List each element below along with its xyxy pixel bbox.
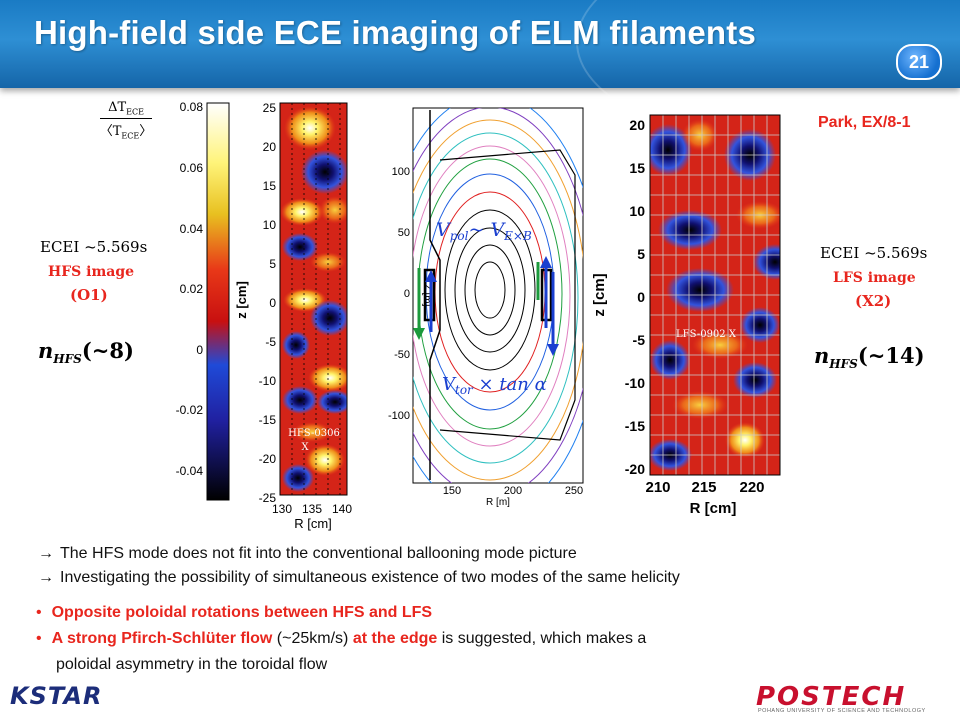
colorbar-label: ΔTECE 〈TECE〉 xyxy=(99,100,153,141)
left-ecei-label: ECEI ~5.569s xyxy=(40,238,148,256)
postech-logo: POSTECH xyxy=(756,682,907,712)
eq-x-ticks: 150 200 250 xyxy=(443,485,583,497)
hfs-y-axis-label: z [cm] xyxy=(234,281,249,319)
flux-surfaces xyxy=(413,108,583,483)
y-tick: -10 xyxy=(259,374,277,388)
left-image-label: HFS image xyxy=(48,264,135,280)
hfs-channel-label: HFS-0306 xyxy=(288,428,340,439)
hfs-heatmap xyxy=(280,103,347,495)
x-tick: 200 xyxy=(504,485,522,497)
hfs-channel-x: X xyxy=(301,442,309,453)
x-tick: 250 xyxy=(565,485,583,497)
eq-y-axis-label: Z [m] xyxy=(421,284,432,307)
colorbar-tick: 0.04 xyxy=(180,222,204,236)
note-1: → The HFS mode does not fit into the conv… xyxy=(38,545,577,562)
page-number-badge: 21 xyxy=(896,44,942,80)
citation: Park, EX/8-1 xyxy=(818,114,911,131)
y-tick: 0 xyxy=(637,289,645,305)
right-ecei-label: ECEI ~5.569s xyxy=(820,244,928,262)
velocity-arrows xyxy=(413,256,559,356)
right-mode-label: (X2) xyxy=(855,292,892,310)
right-image-label: LFS image xyxy=(833,270,916,286)
lfs-y-ticks: 20 15 10 5 0 -5 -10 -15 -20 xyxy=(625,117,645,477)
y-tick: -15 xyxy=(259,413,277,427)
y-tick: 5 xyxy=(637,246,645,262)
kstar-logo: KSTAR xyxy=(10,682,103,710)
y-tick: -100 xyxy=(388,410,410,422)
y-tick: -5 xyxy=(265,335,276,349)
lfs-x-axis-label: R [cm] xyxy=(690,500,737,517)
y-tick: 10 xyxy=(263,218,277,232)
y-tick: 15 xyxy=(629,160,645,176)
colorbar-tick: 0.02 xyxy=(180,282,204,296)
hfs-x-ticks: 130 135 140 xyxy=(272,502,352,516)
x-tick: 215 xyxy=(691,479,716,496)
vtor-annotation: Vtor × tan α xyxy=(442,374,547,397)
lfs-heatmap xyxy=(650,115,780,475)
colorbar-ticks: 0.08 0.06 0.04 0.02 0 -0.02 -0.04 xyxy=(176,100,204,478)
right-n-label: nHFS(~14) xyxy=(814,343,925,372)
y-tick: 20 xyxy=(263,140,277,154)
y-tick: 10 xyxy=(629,203,645,219)
colorbar-tick: 0.08 xyxy=(180,100,204,114)
y-tick: -20 xyxy=(259,452,277,466)
x-tick: 135 xyxy=(302,502,322,516)
y-tick: 50 xyxy=(398,227,410,239)
bullet-2-continuation: poloidal asymmetry in the toroidal flow xyxy=(56,656,328,673)
colorbar-tick: -0.04 xyxy=(176,464,204,478)
y-tick: -10 xyxy=(625,375,645,391)
y-tick: -5 xyxy=(633,332,646,348)
colorbar xyxy=(206,102,230,501)
note-2: → Investigating the possibility of simult… xyxy=(38,569,680,586)
y-tick: 0 xyxy=(269,296,276,310)
hfs-y-ticks: 25 20 15 10 5 0 -5 -10 -15 -20 -25 xyxy=(259,101,277,505)
title-banner: High-field side ECE imaging of ELM filam… xyxy=(0,0,960,144)
colorbar-tick: 0 xyxy=(196,343,203,357)
colorbar-tick: -0.02 xyxy=(176,403,204,417)
postech-subtitle: POHANG UNIVERSITY OF SCIENCE AND TECHNOL… xyxy=(758,708,926,714)
slide-title: High-field side ECE imaging of ELM filam… xyxy=(34,14,757,51)
eq-y-ticks: 100 50 0 -50 -100 xyxy=(388,166,410,422)
hfs-x-axis-label: R [cm] xyxy=(294,516,332,531)
lfs-x-ticks: 210 215 220 xyxy=(645,479,764,496)
vpol-annotation: Vpol~ VE×B xyxy=(436,219,532,243)
y-tick: -25 xyxy=(259,491,277,505)
bullet-2: • A strong Pfirch-Schlüter flow (~25km/s)… xyxy=(36,630,647,647)
y-tick: 100 xyxy=(392,166,410,178)
lfs-channel-label: LFS-0902 X xyxy=(676,329,737,340)
x-tick: 140 xyxy=(332,502,352,516)
x-tick: 150 xyxy=(443,485,461,497)
eq-x-axis-label: R [m] xyxy=(486,497,510,508)
left-n-label: nHFS(~8) xyxy=(38,338,134,367)
left-mode-label: (O1) xyxy=(70,286,108,304)
lfs-grid xyxy=(650,115,780,475)
y-tick: -15 xyxy=(625,418,645,434)
lfs-y-axis-label: z [cm] xyxy=(591,273,608,316)
equilibrium-plot-frame xyxy=(412,107,584,484)
y-tick: 15 xyxy=(263,179,277,193)
colorbar-tick: 0.06 xyxy=(180,161,204,175)
x-tick: 210 xyxy=(645,479,670,496)
y-tick: -20 xyxy=(625,461,645,477)
y-tick: 25 xyxy=(263,101,277,115)
bullet-1: • Opposite poloidal rotations between HFS… xyxy=(36,604,433,621)
y-tick: 20 xyxy=(629,117,645,133)
y-tick: -50 xyxy=(394,349,410,361)
y-tick: 0 xyxy=(404,288,410,300)
x-tick: 220 xyxy=(739,479,764,496)
x-tick: 130 xyxy=(272,502,292,516)
y-tick: 5 xyxy=(269,257,276,271)
